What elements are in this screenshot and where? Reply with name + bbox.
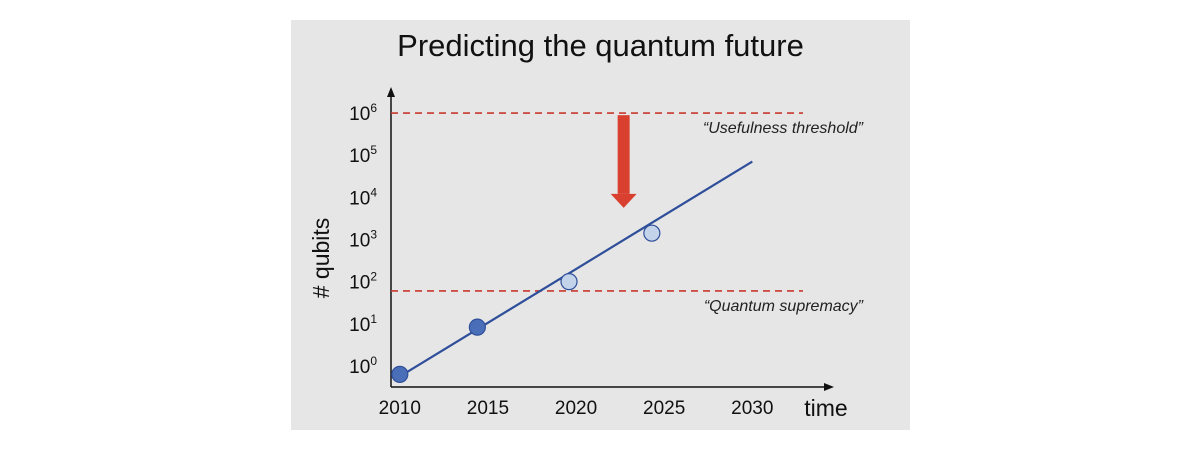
- y-tick-base: 10: [349, 104, 370, 125]
- x-tick-label: 2010: [379, 398, 421, 419]
- y-tick-label: 104: [349, 185, 377, 209]
- y-tick-label: 105: [349, 143, 377, 167]
- data-point: [643, 224, 661, 242]
- y-tick-base: 10: [349, 146, 370, 167]
- data-point: [468, 318, 486, 336]
- y-tick-base: 10: [349, 357, 370, 378]
- y-tick-exponent: 4: [370, 185, 377, 199]
- x-tick-label: 2015: [467, 398, 509, 419]
- x-tick-label: 2030: [731, 398, 773, 419]
- x-tick-labels: 2010 2015 2020 2025 2030: [379, 398, 774, 419]
- y-tick-base: 10: [349, 273, 370, 294]
- y-tick-exponent: 6: [370, 101, 377, 115]
- y-tick-exponent: 5: [370, 143, 377, 157]
- y-tick-exponent: 2: [370, 270, 377, 284]
- y-tick-label: 106: [349, 101, 377, 125]
- arrow-shaft: [617, 115, 630, 194]
- y-tick-exponent: 1: [370, 312, 377, 326]
- y-axis-arrowhead: [387, 87, 395, 97]
- y-tick-base: 10: [349, 188, 370, 209]
- y-tick-label: 101: [349, 312, 377, 336]
- data-point: [560, 273, 578, 291]
- data-point: [391, 365, 409, 383]
- y-tick-label: 100: [349, 354, 377, 378]
- x-axis-arrowhead: [824, 383, 834, 391]
- y-tick-exponent: 0: [370, 354, 377, 368]
- x-tick-label: 2025: [643, 398, 685, 419]
- threshold-lines: “Usefulness threshold” “Quantum supremacy…: [391, 112, 864, 315]
- chart-title: Predicting the quantum future: [397, 28, 804, 63]
- y-tick-base: 10: [349, 315, 370, 336]
- trend-line: [402, 160, 753, 376]
- y-tick-base: 10: [349, 231, 370, 252]
- arrow-head: [610, 193, 637, 208]
- slide: Predicting the quantum future 100 101 102 1…: [291, 20, 910, 430]
- data-points: [391, 224, 661, 383]
- y-axis-label: # qubits: [308, 218, 334, 299]
- y-tick-label: 102: [349, 270, 377, 294]
- down-arrow: [610, 115, 637, 208]
- x-axis-label: time: [804, 395, 847, 421]
- threshold-label: “Usefulness threshold”: [703, 120, 864, 137]
- y-tick-exponent: 3: [370, 228, 377, 242]
- threshold-label: “Quantum supremacy”: [704, 298, 864, 315]
- x-tick-label: 2020: [555, 398, 597, 419]
- y-tick-label: 103: [349, 228, 377, 252]
